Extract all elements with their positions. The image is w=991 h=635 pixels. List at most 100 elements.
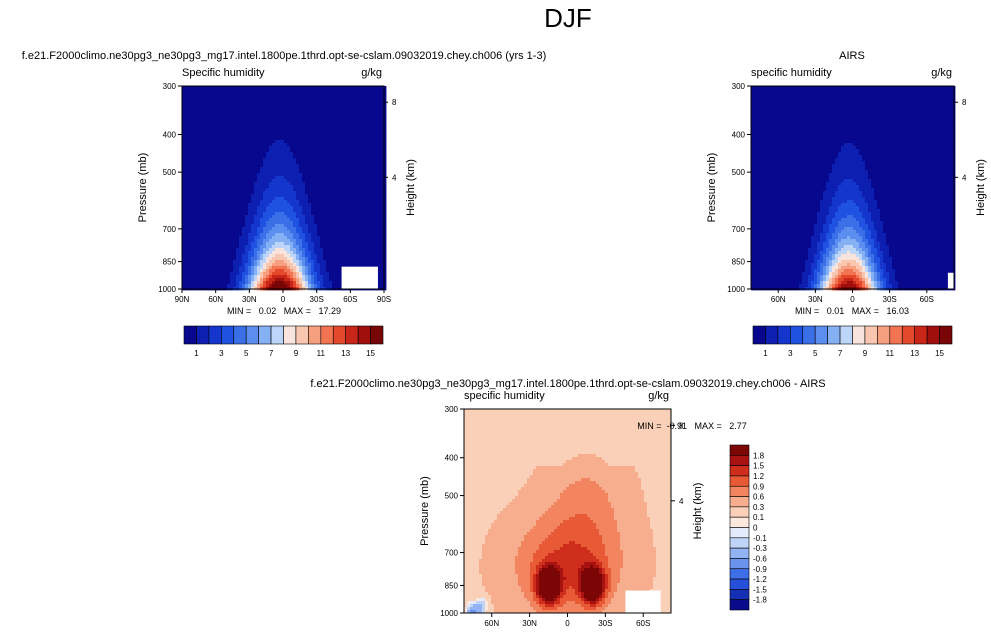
field-cell	[296, 239, 300, 243]
field-cell	[254, 215, 258, 219]
field-cell	[269, 119, 273, 123]
field-cell	[943, 89, 947, 93]
field-cell	[335, 119, 339, 123]
field-cell	[931, 89, 935, 93]
field-cell	[296, 158, 300, 162]
field-cell	[263, 275, 267, 279]
field-cell	[239, 107, 243, 111]
field-cell	[353, 98, 357, 102]
field-cell	[224, 194, 228, 198]
field-cell	[200, 185, 204, 189]
field-cell	[242, 263, 246, 267]
field-cell	[314, 113, 318, 117]
field-cell	[209, 158, 213, 162]
field-cell	[784, 95, 788, 99]
field-cell	[329, 236, 333, 240]
field-cell	[284, 89, 288, 93]
field-cell	[317, 275, 321, 279]
colorbar: 1 3 5 7 9 11 13 15	[183, 325, 384, 358]
field-cell	[335, 89, 339, 93]
field-cell	[266, 230, 270, 234]
field-cell	[224, 209, 228, 213]
field-cell	[194, 149, 198, 153]
field-cell	[266, 104, 270, 108]
field-cell	[380, 212, 384, 216]
field-cell	[347, 104, 351, 108]
field-cell	[793, 98, 797, 102]
field-cell	[248, 164, 252, 168]
field-cell	[335, 194, 339, 198]
field-cell	[239, 284, 243, 288]
field-cell	[290, 137, 294, 141]
field-cell	[182, 122, 186, 126]
field-cell	[254, 206, 258, 210]
field-cell	[293, 209, 297, 213]
field-cell	[362, 101, 366, 105]
field-cell	[293, 155, 297, 159]
field-cell	[296, 236, 300, 240]
field-cell	[308, 251, 312, 255]
field-cell	[829, 98, 833, 102]
field-cell	[296, 266, 300, 270]
field-cell	[883, 95, 887, 99]
field-cell	[218, 284, 222, 288]
field-cell	[263, 176, 267, 180]
field-cell	[353, 110, 357, 114]
field-cell	[209, 101, 213, 105]
field-cell	[320, 233, 324, 237]
field-cell	[374, 191, 378, 195]
field-cell	[263, 203, 267, 207]
field-cell	[371, 254, 375, 258]
field-cell	[757, 92, 761, 96]
field-cell	[299, 128, 303, 132]
field-cell	[383, 239, 387, 243]
field-cell	[248, 179, 252, 183]
field-cell	[362, 179, 366, 183]
field-cell	[215, 185, 219, 189]
field-cell	[197, 152, 201, 156]
field-cell	[350, 188, 354, 192]
field-cell	[805, 95, 809, 99]
field-cell	[278, 185, 282, 189]
field-cell	[188, 125, 192, 129]
field-cell	[233, 122, 237, 126]
field-cell	[227, 188, 231, 192]
field-cell	[200, 158, 204, 162]
field-cell	[242, 266, 246, 270]
field-cell	[272, 236, 276, 240]
field-cell	[323, 182, 327, 186]
field-cell	[221, 158, 225, 162]
field-cell	[296, 86, 300, 90]
field-cell	[278, 140, 282, 144]
field-cell	[206, 239, 210, 243]
field-cell	[221, 95, 225, 99]
field-cell	[356, 206, 360, 210]
field-cell	[320, 182, 324, 186]
field-cell	[290, 173, 294, 177]
field-cell	[257, 143, 261, 147]
field-cell	[266, 173, 270, 177]
field-cell	[233, 203, 237, 207]
field-cell	[269, 263, 273, 267]
field-cell	[191, 185, 195, 189]
field-cell	[227, 173, 231, 177]
field-cell	[314, 272, 318, 276]
field-cell	[287, 230, 291, 234]
field-cell	[323, 125, 327, 129]
field-cell	[236, 233, 240, 237]
field-cell	[230, 215, 234, 219]
field-cell	[296, 92, 300, 96]
field-cell	[209, 194, 213, 198]
field-cell	[383, 104, 387, 108]
field-cell	[362, 206, 366, 210]
field-cell	[332, 203, 336, 207]
field-cell	[353, 218, 357, 222]
field-cell	[239, 233, 243, 237]
field-cell	[946, 92, 950, 96]
field-cell	[266, 182, 270, 186]
field-cell	[272, 86, 276, 90]
field-cell	[377, 281, 381, 285]
field-cell	[236, 182, 240, 186]
field-cell	[323, 149, 327, 153]
field-cell	[239, 158, 243, 162]
